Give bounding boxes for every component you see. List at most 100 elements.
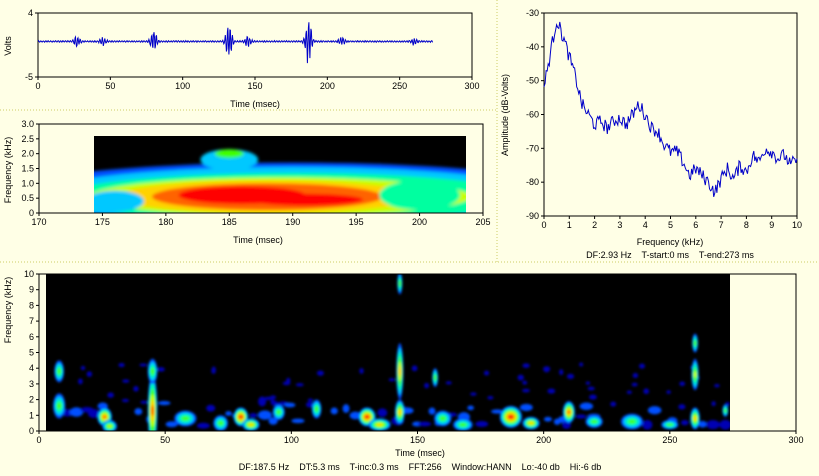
heat-speck bbox=[140, 400, 148, 404]
waveform-ylabel: Volts bbox=[3, 36, 13, 56]
y-tick-label: 2.5 bbox=[21, 134, 34, 144]
x-tick-label: 200 bbox=[412, 217, 427, 227]
y-tick-label: 8 bbox=[29, 300, 34, 310]
heat-speck bbox=[133, 385, 139, 392]
y-tick-label: 3 bbox=[29, 379, 34, 389]
heat-blob bbox=[247, 193, 364, 206]
heat-blob bbox=[214, 149, 244, 159]
full-spectrogram-xlabel: Time (msec) bbox=[395, 448, 445, 458]
heat-speck bbox=[78, 378, 83, 385]
heat-speck bbox=[270, 395, 277, 400]
heat-speck bbox=[470, 392, 477, 396]
heat-speck bbox=[566, 373, 575, 380]
heat-speck bbox=[342, 404, 350, 413]
heat-speck bbox=[706, 420, 720, 430]
x-tick-label: 1 bbox=[567, 220, 572, 230]
waveform-line bbox=[37, 22, 433, 64]
heat-speck bbox=[424, 382, 430, 389]
heat-speck bbox=[330, 407, 338, 415]
spectrum-axes: 0 1 2 3 4 5 6 7 8 9 10 -30 -40 -50 -60 -70 -80 -90 bbox=[526, 8, 802, 230]
heat-speck bbox=[258, 396, 267, 407]
heat-blob bbox=[398, 410, 402, 415]
x-tick-label: 0 bbox=[36, 435, 41, 445]
y-tick-label: 3.0 bbox=[21, 119, 34, 129]
heat-speck bbox=[642, 420, 653, 430]
y-tick-label: -30 bbox=[526, 8, 539, 18]
y-tick-label: -50 bbox=[526, 76, 539, 86]
y-tick-label: -5 bbox=[25, 72, 33, 82]
heat-speck bbox=[719, 419, 730, 430]
heat-speck bbox=[87, 409, 100, 418]
heat-blob bbox=[379, 180, 460, 211]
x-tick-label: 2 bbox=[592, 220, 597, 230]
heat-blob bbox=[567, 410, 571, 414]
heat-speck bbox=[491, 409, 504, 414]
heat-speck bbox=[156, 367, 165, 372]
heat-speck bbox=[714, 383, 720, 388]
heat-speck bbox=[483, 370, 490, 376]
spectrum-line bbox=[543, 21, 798, 197]
y-tick-label: 2.0 bbox=[21, 149, 34, 159]
heat-speck bbox=[417, 421, 432, 427]
heat-speck bbox=[86, 371, 93, 377]
heat-speck bbox=[562, 421, 571, 429]
heat-speck bbox=[295, 383, 304, 387]
x-tick-label: 185 bbox=[222, 217, 237, 227]
heat-speck bbox=[711, 401, 716, 407]
x-tick-label: 7 bbox=[719, 220, 724, 230]
heat-speck bbox=[411, 365, 418, 372]
y-tick-label: 10 bbox=[24, 269, 34, 279]
y-tick-label: 2 bbox=[29, 395, 34, 405]
heat-blob bbox=[398, 366, 402, 377]
y-tick-label: -80 bbox=[526, 177, 539, 187]
y-tick-label: -40 bbox=[526, 42, 539, 52]
heat-blob bbox=[276, 410, 281, 415]
heat-blob bbox=[181, 416, 189, 421]
heat-speck bbox=[118, 362, 125, 368]
heat-blob bbox=[218, 421, 224, 426]
heat-blob bbox=[693, 416, 697, 421]
x-tick-label: 200 bbox=[320, 81, 335, 91]
x-tick-label: 250 bbox=[662, 435, 677, 445]
heat-blob bbox=[365, 415, 369, 419]
heat-speck bbox=[643, 388, 650, 395]
heat-blob bbox=[151, 405, 155, 416]
heat-blob bbox=[628, 419, 636, 424]
x-tick-label: 3 bbox=[617, 220, 622, 230]
x-tick-label: 10 bbox=[792, 220, 802, 230]
y-tick-label: 0 bbox=[29, 208, 34, 218]
heat-speck bbox=[122, 379, 130, 383]
heat-blob bbox=[314, 406, 319, 412]
zoom-spectrogram-panel: 170 175 180 185 190 195 200 205 0 0.5 1.0 1.5 2.0 2.5… bbox=[3, 119, 491, 245]
spectrum-ylabel: Amplitude (dB-Volts) bbox=[500, 74, 510, 156]
x-tick-label: 175 bbox=[95, 217, 110, 227]
spectrum-panel: 0 1 2 3 4 5 6 7 8 9 10 -30 -40 -50 -60 -70 -80 -90 Amplit… bbox=[500, 8, 802, 260]
y-tick-label: 9 bbox=[29, 285, 34, 295]
heat-speck bbox=[575, 414, 587, 419]
heat-blob bbox=[666, 423, 673, 426]
heat-blob bbox=[723, 409, 727, 413]
full-spectrogram-panel: 0 50 100 150 200 250 300 0 1 2 3 4 5 6 7 8 9 10 Frequency… bbox=[3, 269, 804, 472]
y-tick-label: -90 bbox=[526, 211, 539, 221]
y-tick-label: 6 bbox=[29, 332, 34, 342]
x-tick-label: 8 bbox=[744, 220, 749, 230]
y-tick-label: 5 bbox=[29, 348, 34, 358]
heat-blob bbox=[376, 423, 383, 426]
heat-speck bbox=[632, 373, 639, 379]
heat-blob bbox=[508, 415, 514, 419]
waveform-axes: 0 50 100 150 200 250 300 4 -5 bbox=[25, 8, 480, 91]
x-tick-label: 100 bbox=[284, 435, 299, 445]
x-tick-label: 4 bbox=[643, 220, 648, 230]
x-tick-label: 6 bbox=[693, 220, 698, 230]
x-tick-label: 200 bbox=[536, 435, 551, 445]
heat-speck bbox=[377, 408, 388, 418]
heat-speck bbox=[698, 420, 707, 428]
heat-speck bbox=[647, 406, 662, 415]
zoom-spectrogram-xlabel: Time (msec) bbox=[233, 235, 283, 245]
x-tick-label: 100 bbox=[175, 81, 190, 91]
heat-speck bbox=[610, 401, 617, 407]
x-tick-label: 0 bbox=[541, 220, 546, 230]
heat-speck bbox=[559, 369, 564, 376]
heat-blob bbox=[693, 371, 697, 378]
